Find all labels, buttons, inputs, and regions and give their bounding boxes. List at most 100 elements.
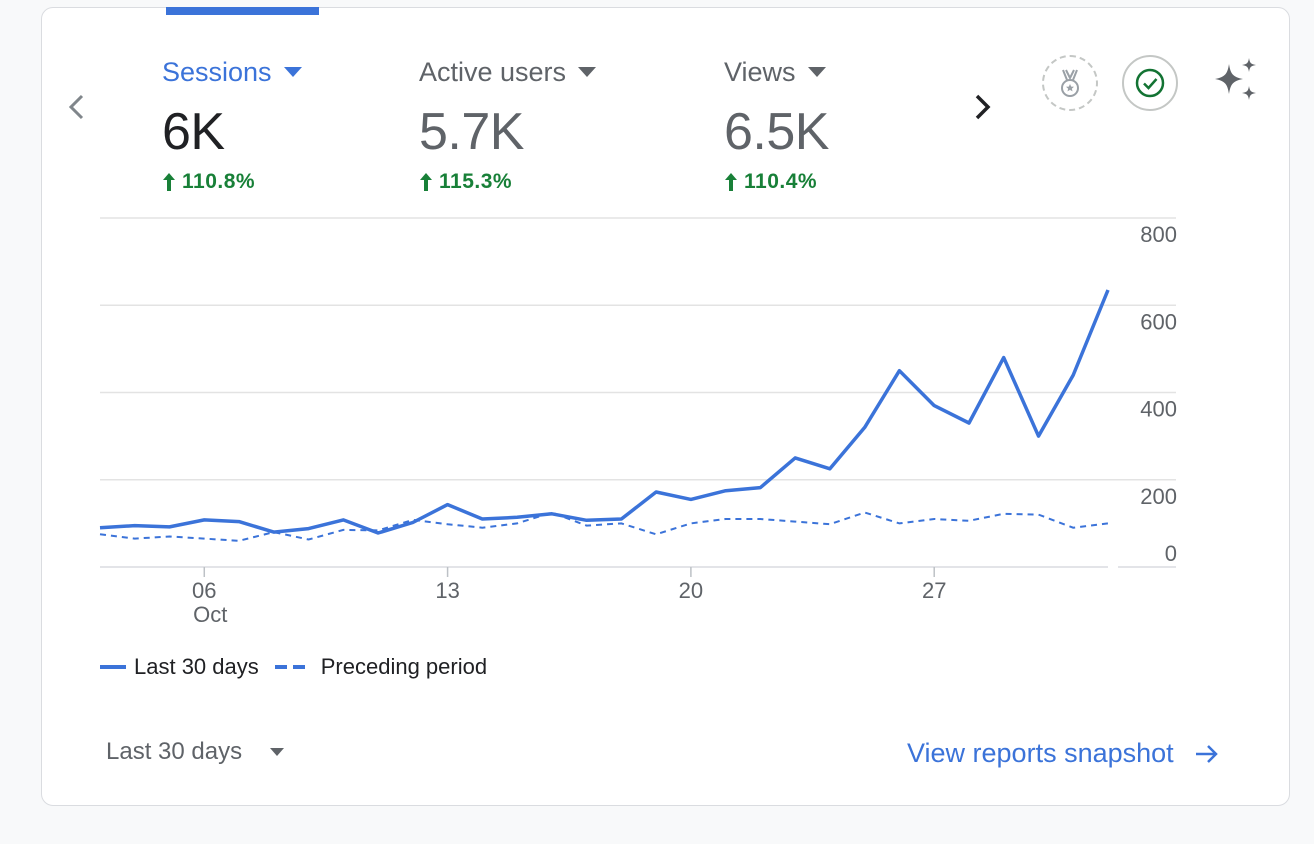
metric-change: 110.8% bbox=[162, 168, 302, 196]
metric-label-text: Active users bbox=[419, 57, 567, 87]
data-point-last-30-days bbox=[411, 521, 414, 524]
data-point-last-30-days bbox=[1107, 288, 1110, 291]
arrow-up-icon bbox=[163, 173, 175, 191]
view-reports-snapshot-link[interactable]: View reports snapshot bbox=[907, 738, 1220, 769]
date-range-dropdown[interactable]: Last 30 days bbox=[106, 738, 285, 766]
data-point-preceding-period bbox=[724, 518, 727, 521]
metric-label: Views bbox=[724, 52, 829, 92]
sparkle-icon bbox=[1215, 58, 1256, 100]
next-metrics-button[interactable] bbox=[966, 88, 1000, 126]
data-point-last-30-days bbox=[446, 503, 449, 506]
data-point-last-30-days bbox=[133, 524, 136, 527]
data-point-preceding-period bbox=[1107, 522, 1110, 525]
y-tick-label: 800 bbox=[1140, 222, 1177, 247]
y-tick-label: 200 bbox=[1140, 484, 1177, 509]
metric-change-value: 110.8% bbox=[182, 170, 256, 193]
data-point-last-30-days bbox=[585, 519, 588, 522]
data-point-preceding-period bbox=[967, 519, 970, 522]
data-point-last-30-days bbox=[168, 525, 171, 528]
caret-down-icon bbox=[283, 67, 302, 77]
view-reports-snapshot-label: View reports snapshot bbox=[907, 738, 1174, 768]
metric-tab-sessions[interactable]: Sessions 6K 110.8% bbox=[162, 52, 302, 196]
legend-label-current: Last 30 days bbox=[134, 654, 259, 679]
data-point-last-30-days bbox=[759, 486, 762, 489]
data-point-preceding-period bbox=[585, 524, 588, 527]
metric-tab-active-users[interactable]: Active users 5.7K 115.3% bbox=[419, 52, 597, 196]
metric-change: 115.3% bbox=[419, 168, 596, 196]
data-point-preceding-period bbox=[1002, 512, 1005, 515]
data-point-preceding-period bbox=[620, 522, 623, 525]
metric-value: 6.5K bbox=[724, 103, 829, 161]
caret-down-icon bbox=[578, 67, 597, 77]
metric-tab-views[interactable]: Views 6.5K 110.4% bbox=[724, 52, 829, 196]
data-point-last-30-days bbox=[933, 404, 936, 407]
x-tick-sublabel: Oct bbox=[193, 602, 227, 627]
data-point-preceding-period bbox=[203, 537, 206, 540]
data-point-preceding-period bbox=[446, 523, 449, 526]
data-point-preceding-period bbox=[516, 522, 519, 525]
data-point-preceding-period bbox=[863, 511, 866, 514]
chevron-left-icon bbox=[68, 94, 84, 120]
data-point-preceding-period bbox=[898, 522, 901, 525]
data-point-preceding-period bbox=[933, 518, 936, 521]
y-tick-label: 400 bbox=[1140, 397, 1177, 422]
achievement-button[interactable] bbox=[1042, 55, 1098, 111]
date-range-label: Last 30 days bbox=[106, 738, 243, 765]
legend-solid-swatch bbox=[100, 665, 126, 669]
data-point-preceding-period bbox=[689, 522, 692, 525]
status-check-button[interactable] bbox=[1122, 55, 1178, 111]
chart-legend: Last 30 days Preceding period bbox=[100, 654, 487, 680]
data-point-last-30-days bbox=[828, 467, 831, 470]
legend-dashed-swatch bbox=[274, 665, 311, 669]
data-point-last-30-days bbox=[724, 489, 727, 492]
arrow-up-icon bbox=[420, 173, 432, 191]
data-point-preceding-period bbox=[655, 533, 658, 536]
data-point-preceding-period bbox=[759, 518, 762, 521]
metric-label: Sessions bbox=[162, 52, 302, 92]
arrow-right-icon bbox=[1195, 744, 1218, 763]
x-tick-label: 27 bbox=[922, 578, 946, 603]
overview-card bbox=[41, 7, 1290, 806]
data-point-preceding-period bbox=[133, 537, 136, 540]
metric-change: 110.4% bbox=[724, 168, 829, 196]
metric-value: 6K bbox=[162, 103, 225, 161]
data-point-last-30-days bbox=[307, 527, 310, 530]
data-point-last-30-days bbox=[620, 518, 623, 521]
data-point-preceding-period bbox=[377, 529, 380, 532]
series-preceding-period-line bbox=[99, 511, 1109, 542]
data-point-last-30-days bbox=[1072, 374, 1075, 377]
data-point-last-30-days bbox=[898, 369, 901, 372]
insights-button[interactable] bbox=[1208, 55, 1264, 105]
arrow-up-icon bbox=[725, 173, 737, 191]
data-point-last-30-days bbox=[1002, 356, 1005, 359]
chevron-right-icon bbox=[975, 94, 991, 120]
caret-down-icon bbox=[270, 748, 285, 756]
data-point-preceding-period bbox=[550, 511, 553, 514]
x-tick-label: 13 bbox=[435, 578, 459, 603]
data-point-last-30-days bbox=[794, 456, 797, 459]
data-point-last-30-days bbox=[203, 518, 206, 521]
data-point-preceding-period bbox=[272, 531, 275, 534]
caret-down-icon bbox=[807, 67, 826, 77]
data-point-last-30-days bbox=[481, 518, 484, 521]
data-point-last-30-days bbox=[1037, 435, 1040, 438]
data-point-last-30-days bbox=[516, 516, 519, 519]
metric-label: Active users bbox=[419, 52, 597, 92]
x-tick-label: 06 bbox=[192, 578, 216, 603]
data-point-preceding-period bbox=[411, 518, 414, 521]
medal-icon bbox=[1061, 69, 1079, 97]
previous-metrics-button[interactable] bbox=[60, 88, 94, 126]
data-point-preceding-period bbox=[307, 538, 310, 541]
data-point-last-30-days bbox=[689, 498, 692, 501]
metric-value: 5.7K bbox=[419, 103, 524, 161]
data-point-last-30-days bbox=[655, 490, 658, 493]
data-point-preceding-period bbox=[1037, 513, 1040, 516]
y-tick-label: 600 bbox=[1140, 309, 1177, 334]
data-point-preceding-period bbox=[481, 526, 484, 529]
metric-label-text: Views bbox=[724, 57, 796, 87]
data-point-last-30-days bbox=[377, 531, 380, 534]
data-point-preceding-period bbox=[1072, 526, 1075, 529]
data-point-last-30-days bbox=[99, 526, 102, 529]
data-point-preceding-period bbox=[794, 520, 797, 523]
data-point-last-30-days bbox=[238, 520, 241, 523]
